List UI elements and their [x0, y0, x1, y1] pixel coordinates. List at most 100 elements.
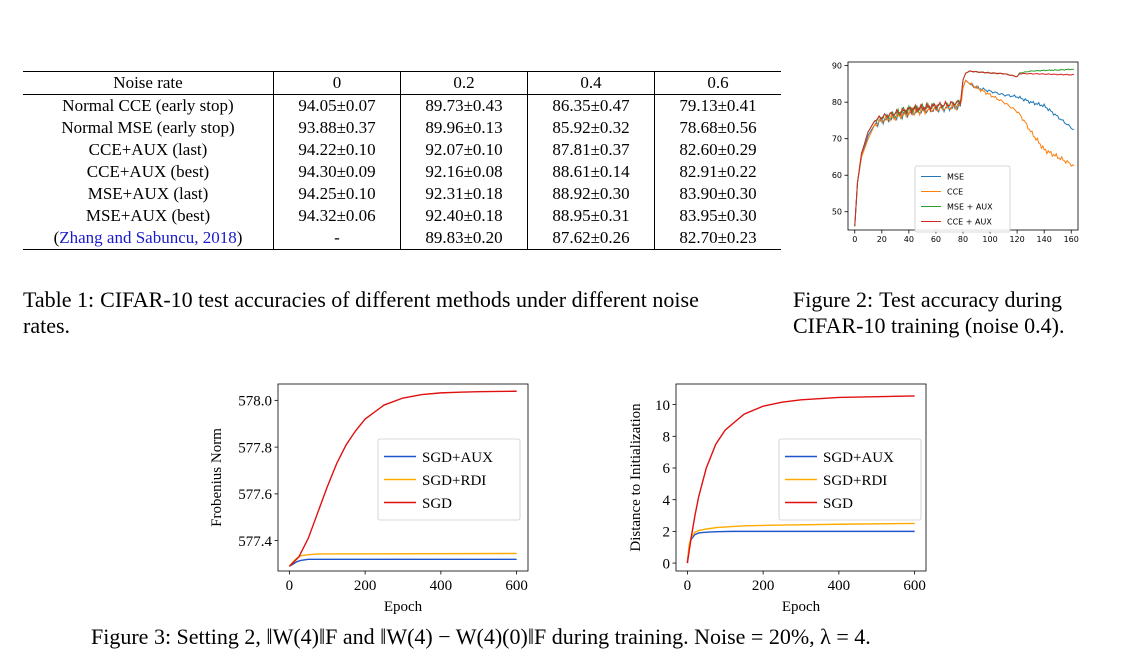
y-tick-label: 80: [832, 98, 842, 107]
legend-box: [914, 165, 1011, 233]
table1-caption: Table 1: CIFAR-10 test accuracies of diff…: [23, 287, 723, 339]
y-tick-label: 578.0: [238, 394, 272, 410]
table-row: CCE+AUX (best) 94.30±0.09 92.16±0.08 88.…: [23, 161, 781, 183]
citation-link[interactable]: Zhang and Sabuncu, 2018: [59, 228, 237, 247]
table-cell: 93.88±0.37: [273, 117, 401, 139]
table-cell: 83.95±0.30: [654, 205, 781, 227]
x-tick-label: 400: [430, 578, 453, 594]
x-tick-label: 0: [852, 235, 857, 244]
header-noise-rate: Noise rate: [23, 71, 274, 95]
figure2-caption-line2: CIFAR-10 training (noise 0.4).: [793, 313, 1065, 338]
table-header-row: Noise rate 0 0.2 0.4 0.6: [23, 71, 781, 95]
table-cell: 89.73±0.43: [400, 94, 528, 117]
citation-author: Zhang and Sabuncu: [59, 228, 195, 247]
legend-label-sgd-aux: SGD+AUX: [422, 450, 493, 466]
legend-label-mse-aux: MSE + AUX: [947, 202, 993, 211]
series-line-sgd-aux: [288, 558, 517, 567]
table-cell: 94.05±0.07: [273, 94, 401, 117]
series-line-cce: [854, 79, 1075, 227]
x-tick-label: 600: [903, 578, 926, 594]
legend-label-sgd-rdi: SGD+RDI: [823, 473, 887, 489]
legend-label-mse: MSE: [947, 172, 964, 181]
x-tick-label: 60: [931, 235, 941, 244]
table-row: CCE+AUX (last) 94.22±0.10 92.07±0.10 87.…: [23, 139, 781, 161]
series-line-sgd-rdi: [686, 522, 915, 564]
legend-box: [377, 438, 521, 521]
y-tick-label: 6: [663, 461, 671, 477]
x-tick-label: 160: [1064, 235, 1079, 244]
legend-label-sgd-aux: SGD+AUX: [823, 450, 894, 466]
table-cell: 86.35±0.47: [527, 94, 655, 117]
y-tick-label: 70: [832, 134, 842, 143]
table-cell: 88.61±0.14: [527, 161, 655, 183]
legend-label-cce-aux: CCE + AUX: [947, 217, 992, 226]
table-cell: 79.13±0.41: [654, 94, 781, 117]
table-cell: 94.22±0.10: [273, 139, 401, 161]
plot-frame: [675, 383, 927, 572]
x-tick-label: 0: [684, 578, 692, 594]
series-line-sgd-aux: [686, 530, 915, 564]
citation-year: 2018: [202, 228, 237, 247]
figure3-right-chart: 0 200 400 600 0 2 4 6 8 10 Epoch Distance to Initia…: [628, 383, 927, 615]
x-tick-label: 600: [505, 578, 528, 594]
header-col-1: 0.2: [400, 71, 528, 95]
row-method: CCE+AUX (best): [86, 162, 210, 181]
table-cell: 94.32±0.06: [273, 205, 401, 227]
figure2-chart: 0 20 40 60 80 100 120 140 160 50 60 70 80 90 MSE CCE MSE…: [832, 61, 1079, 244]
table-cell: 85.92±0.32: [527, 117, 655, 139]
table-cell: 87.81±0.37: [527, 139, 655, 161]
row-method-citation: (Zhang and Sabuncu, 2018): [23, 227, 274, 250]
results-table: Noise rate 0 0.2 0.4 0.6 Normal CCE (ear…: [23, 71, 781, 250]
x-tick-label: 200: [752, 578, 775, 594]
row-method: MSE+AUX (last): [87, 184, 209, 203]
figure3-caption: Figure 3: Setting 2, ‖W(4)‖F and ‖W(4) −…: [91, 624, 871, 649]
row-method: Normal MSE (early stop): [61, 118, 235, 137]
header-col-0: 0: [273, 71, 401, 95]
table-cell: 87.62±0.26: [527, 227, 655, 250]
table-cell: 82.91±0.22: [654, 161, 781, 183]
table1-caption-text: CIFAR-10 test accuracies of different me…: [23, 287, 699, 338]
legend-label-sgd: SGD: [422, 496, 452, 512]
y-tick-label: 577.4: [238, 534, 272, 550]
x-tick-label: 0: [286, 578, 294, 594]
table-row: (Zhang and Sabuncu, 2018) - 89.83±0.20 8…: [23, 227, 781, 250]
table-cell: 82.70±0.23: [654, 227, 781, 250]
figure3-left-chart: 0 200 400 600 577.4 577.6 577.8 578.0 Epoch Frobe…: [209, 383, 529, 615]
table-cell: 92.31±0.18: [400, 183, 528, 205]
x-tick-label: 100: [982, 235, 997, 244]
figure2-caption-text1: Test accuracy during: [879, 287, 1062, 312]
x-tick-label: 120: [1009, 235, 1024, 244]
x-tick-label: 20: [877, 235, 887, 244]
table-row: Normal MSE (early stop) 93.88±0.37 89.96…: [23, 117, 781, 139]
x-axis-label: Epoch: [782, 599, 821, 615]
y-tick-label: 577.8: [238, 440, 272, 456]
y-axis-label: Distance to Initialization: [628, 403, 644, 552]
table-cell: 89.83±0.20: [400, 227, 528, 250]
x-tick-label: 200: [354, 578, 377, 594]
figure2-caption-line1: Figure 2: Test accuracy during: [793, 287, 1145, 313]
x-tick-label: 140: [1037, 235, 1052, 244]
y-tick-label: 577.6: [238, 487, 272, 503]
legend-label-sgd: SGD: [823, 496, 853, 512]
legend-box: [778, 438, 922, 521]
table-cell: 88.92±0.30: [527, 183, 655, 205]
row-method: Normal CCE (early stop): [62, 96, 234, 115]
legend-label-cce: CCE: [947, 187, 963, 196]
series-line-cce-aux: [854, 70, 1075, 226]
table-cell: 83.90±0.30: [654, 183, 781, 205]
table-cell: 89.96±0.13: [400, 117, 528, 139]
table-cell: 92.07±0.10: [400, 139, 528, 161]
x-tick-label: 80: [958, 235, 968, 244]
series-line-sgd: [288, 390, 517, 567]
table-cell: 78.68±0.56: [654, 117, 781, 139]
legend-label-sgd-rdi: SGD+RDI: [422, 473, 486, 489]
x-tick-label: 40: [904, 235, 914, 244]
citation-sep: ,: [194, 228, 203, 247]
table-row: MSE+AUX (last) 94.25±0.10 92.31±0.18 88.…: [23, 183, 781, 205]
table-row: Normal CCE (early stop) 94.05±0.07 89.73…: [23, 94, 781, 117]
table-cell: 92.40±0.18: [400, 205, 528, 227]
header-col-2: 0.4: [527, 71, 655, 95]
table-cell: -: [273, 227, 401, 250]
y-tick-label: 0: [663, 556, 671, 572]
y-tick-label: 2: [663, 525, 671, 541]
